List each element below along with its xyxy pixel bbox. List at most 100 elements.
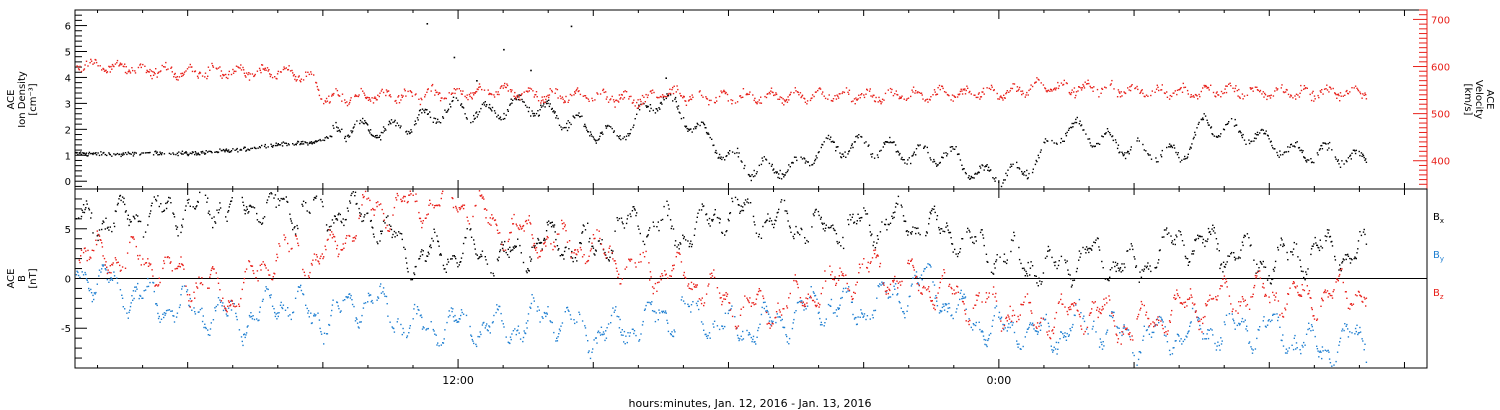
data-point bbox=[508, 256, 510, 258]
data-point bbox=[1124, 157, 1127, 160]
data-point bbox=[371, 134, 373, 137]
data-point bbox=[843, 91, 846, 94]
data-point bbox=[1170, 144, 1172, 147]
data-point bbox=[939, 309, 941, 312]
data-point bbox=[618, 136, 620, 138]
data-point bbox=[1315, 242, 1317, 244]
data-point bbox=[396, 234, 398, 237]
data-point bbox=[1062, 140, 1064, 142]
data-point bbox=[765, 221, 767, 223]
data-point bbox=[241, 340, 243, 343]
y-tick-label-right: 500 bbox=[1431, 110, 1450, 121]
data-point bbox=[873, 100, 876, 102]
data-point bbox=[1036, 160, 1038, 163]
data-point bbox=[976, 173, 978, 175]
data-point bbox=[199, 308, 202, 311]
data-point bbox=[868, 224, 871, 226]
data-point bbox=[1086, 83, 1089, 85]
data-point bbox=[1147, 153, 1149, 155]
data-point bbox=[522, 340, 524, 343]
data-point bbox=[199, 72, 202, 74]
data-point bbox=[760, 96, 762, 98]
data-point bbox=[809, 296, 811, 299]
data-point bbox=[260, 71, 262, 74]
data-point bbox=[559, 255, 561, 257]
data-point bbox=[397, 96, 399, 98]
data-point bbox=[1272, 314, 1274, 316]
data-point bbox=[111, 264, 114, 266]
data-point bbox=[1044, 142, 1046, 144]
data-point bbox=[936, 165, 938, 167]
data-point bbox=[83, 211, 86, 214]
data-point bbox=[954, 148, 956, 150]
data-point bbox=[1016, 90, 1018, 92]
data-point bbox=[1202, 118, 1205, 121]
data-point bbox=[906, 98, 908, 100]
data-point bbox=[1017, 89, 1019, 92]
data-point bbox=[191, 66, 193, 68]
data-point bbox=[547, 306, 549, 308]
data-point bbox=[582, 95, 584, 97]
data-point bbox=[526, 106, 528, 108]
data-point bbox=[771, 223, 773, 226]
data-point bbox=[1157, 86, 1159, 88]
data-point bbox=[581, 320, 584, 322]
data-point bbox=[90, 217, 92, 219]
data-point bbox=[175, 316, 178, 318]
data-point bbox=[871, 153, 874, 155]
data-point bbox=[133, 216, 135, 218]
data-point bbox=[1357, 90, 1360, 92]
data-point bbox=[133, 238, 135, 240]
data-point bbox=[667, 214, 669, 217]
data-point bbox=[214, 221, 216, 223]
data-point bbox=[411, 131, 413, 133]
data-point bbox=[332, 124, 334, 127]
data-point bbox=[1062, 333, 1064, 335]
data-point bbox=[1025, 270, 1027, 273]
data-point bbox=[748, 93, 750, 95]
data-point bbox=[129, 305, 132, 308]
data-point bbox=[354, 320, 357, 322]
data-point bbox=[761, 306, 763, 309]
data-point bbox=[1225, 314, 1228, 316]
data-point bbox=[81, 271, 83, 273]
data-point bbox=[1065, 339, 1068, 341]
data-point bbox=[1064, 259, 1066, 261]
data-point bbox=[1197, 237, 1200, 240]
data-point bbox=[1096, 88, 1099, 91]
data-point bbox=[1224, 266, 1226, 268]
data-point bbox=[847, 91, 849, 93]
data-point bbox=[514, 328, 516, 330]
data-point bbox=[866, 315, 869, 317]
data-point bbox=[1215, 92, 1218, 94]
data-point bbox=[419, 103, 422, 106]
data-point bbox=[795, 310, 797, 312]
data-point bbox=[139, 254, 141, 257]
data-point bbox=[263, 145, 266, 148]
data-point bbox=[509, 246, 511, 249]
data-point bbox=[957, 253, 959, 255]
data-point bbox=[1080, 125, 1082, 127]
data-point bbox=[105, 217, 107, 219]
data-point bbox=[676, 246, 678, 248]
data-point bbox=[322, 139, 324, 141]
data-point bbox=[926, 146, 928, 149]
data-point bbox=[121, 294, 123, 296]
data-point bbox=[504, 82, 506, 85]
data-point bbox=[968, 175, 970, 177]
data-point bbox=[892, 212, 895, 214]
data-point bbox=[1156, 84, 1158, 86]
data-point bbox=[1158, 89, 1160, 92]
data-point bbox=[382, 291, 384, 293]
data-point bbox=[715, 96, 717, 99]
data-point bbox=[951, 314, 953, 316]
data-point bbox=[1220, 96, 1222, 98]
data-point bbox=[842, 290, 844, 293]
data-point bbox=[515, 97, 517, 100]
data-point bbox=[245, 76, 247, 78]
data-point bbox=[294, 233, 297, 235]
data-point bbox=[222, 148, 225, 151]
data-point bbox=[410, 90, 412, 93]
data-point bbox=[362, 307, 365, 309]
data-point bbox=[1282, 245, 1284, 248]
